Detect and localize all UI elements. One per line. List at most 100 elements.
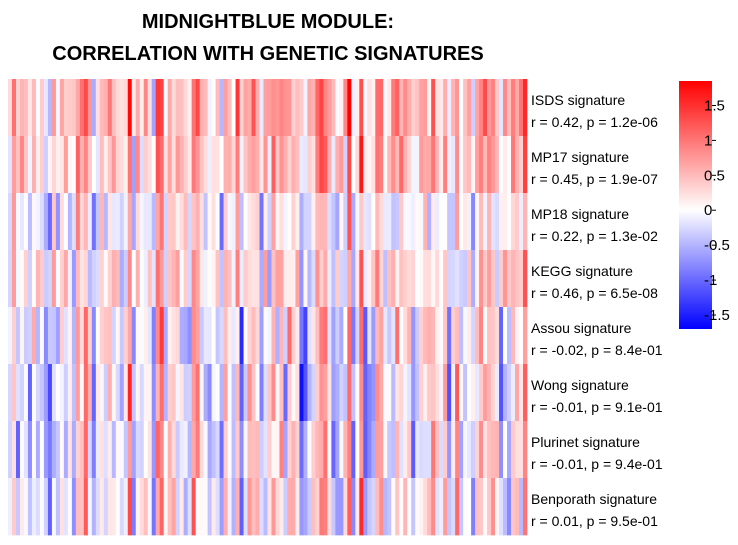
heatmap-cell <box>491 193 496 251</box>
heatmap-cell <box>495 421 500 479</box>
heatmap-cell <box>367 478 372 536</box>
heatmap-cell <box>223 136 228 194</box>
heatmap-cell <box>487 250 492 308</box>
heatmap-cell <box>127 307 133 365</box>
heatmap-cell <box>267 478 272 536</box>
heatmap-cell <box>383 136 388 194</box>
heatmap-cell <box>227 136 232 194</box>
heatmap-cell <box>487 136 492 194</box>
heatmap-cell <box>59 79 65 137</box>
heatmap-cell <box>127 136 133 194</box>
heatmap-cell <box>31 364 37 422</box>
heatmap-cell <box>67 307 73 365</box>
heatmap-cell <box>447 79 452 137</box>
heatmap-cell <box>307 364 312 422</box>
heatmap-cell <box>419 421 424 479</box>
heatmap-cell <box>367 193 372 251</box>
heatmap-cell <box>371 79 376 137</box>
heatmap-cell <box>15 79 21 137</box>
heatmap-cell <box>63 250 69 308</box>
heatmap-cell <box>187 79 192 137</box>
heatmap-cell <box>283 79 288 137</box>
heatmap-cell <box>395 193 400 251</box>
heatmap-cell <box>115 421 121 479</box>
heatmap-cell <box>143 478 149 536</box>
row-label-name: Benporath signature <box>531 491 657 507</box>
heatmap-cell <box>63 478 69 536</box>
heatmap-cell <box>39 250 45 308</box>
heatmap-cell <box>135 307 141 365</box>
heatmap-cell <box>395 136 400 194</box>
heatmap-cell <box>447 364 452 422</box>
row-labels: ISDS signature r = 0.42, p = 1.2e-06 MP17 … <box>531 92 663 529</box>
heatmap-cell <box>23 307 29 365</box>
heatmap-cell <box>287 136 292 194</box>
heatmap-cell <box>487 307 492 365</box>
heatmap-cell <box>387 421 392 479</box>
heatmap-cell <box>371 364 376 422</box>
heatmap-cell <box>463 136 468 194</box>
heatmap-cell <box>79 136 85 194</box>
heatmap-cell <box>15 421 21 479</box>
heatmap-cell <box>247 307 252 365</box>
heatmap-cell <box>399 79 404 137</box>
heatmap-cell <box>215 193 220 251</box>
heatmap-cell <box>251 136 256 194</box>
heatmap-cell <box>251 193 256 251</box>
heatmap-cell <box>175 136 181 194</box>
heatmap-cell <box>55 250 61 308</box>
heatmap-cell <box>359 307 364 365</box>
heatmap-cell <box>291 364 296 422</box>
heatmap-cell <box>147 250 153 308</box>
row-label-name: MP18 signature <box>531 206 629 222</box>
heatmap-cell <box>75 307 81 365</box>
heatmap-cell <box>223 307 228 365</box>
heatmap-cell <box>103 364 109 422</box>
heatmap-cell <box>111 193 117 251</box>
heatmap-cell <box>299 250 304 308</box>
heatmap-cell <box>135 250 141 308</box>
heatmap-cell <box>443 250 448 308</box>
heatmap-cell <box>163 136 169 194</box>
heatmap-cell <box>351 136 356 194</box>
heatmap-cell <box>111 307 117 365</box>
heatmap-cell <box>359 136 364 194</box>
heatmap-cell <box>319 193 324 251</box>
heatmap-cell <box>195 364 200 422</box>
heatmap-cell <box>495 478 500 536</box>
row-label-stat: r = 0.01, p = 9.5e-01 <box>531 513 658 529</box>
heatmap-cell <box>367 307 372 365</box>
heatmap-cell <box>459 193 464 251</box>
heatmap-cell <box>195 250 200 308</box>
heatmap-cell <box>435 307 440 365</box>
heatmap-cell <box>523 307 528 365</box>
row-label-stat: r = -0.02, p = 8.4e-01 <box>531 342 663 358</box>
heatmap-cell <box>335 364 340 422</box>
heatmap-cell <box>179 79 185 137</box>
heatmap-cell <box>335 79 340 137</box>
heatmap-cell <box>303 307 308 365</box>
heatmap-cell <box>227 307 232 365</box>
heatmap-cell <box>427 250 432 308</box>
heatmap-cell <box>151 364 157 422</box>
heatmap-cell <box>279 421 284 479</box>
heatmap-cell <box>411 79 416 137</box>
heatmap-cell <box>339 421 344 479</box>
heatmap-cell <box>67 421 73 479</box>
heatmap-cell <box>35 136 41 194</box>
heatmap-cell <box>507 79 512 137</box>
heatmap-cell <box>339 136 344 194</box>
heatmap-cell <box>335 307 340 365</box>
heatmap-cell <box>455 193 460 251</box>
heatmap-cell <box>183 364 188 422</box>
heatmap-cell <box>399 421 404 479</box>
heatmap-cell <box>255 421 260 479</box>
heatmap-cell <box>311 364 316 422</box>
heatmap-cell <box>359 193 364 251</box>
chart-title-line-1: MIDNIGHTBLUE MODULE: <box>142 11 394 33</box>
heatmap-cell <box>427 478 432 536</box>
heatmap-cell <box>503 307 508 365</box>
heatmap-cell <box>67 364 73 422</box>
heatmap-cell <box>271 478 276 536</box>
heatmap-cell <box>467 79 472 137</box>
